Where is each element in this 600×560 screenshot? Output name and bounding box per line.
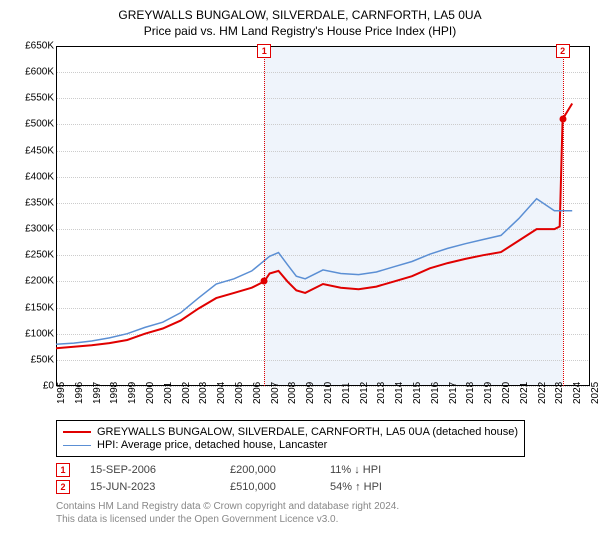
transaction-delta: 54% ↑ HPI [330,481,430,493]
x-tick-label: 2013 [376,382,387,404]
x-tick-label: 2018 [465,382,476,404]
y-tick-label: £600K [10,67,54,78]
x-tick-label: 2009 [305,382,316,404]
chart: £0 £50K £100K £150K £200K £250K £300K £350K £400… [10,46,590,416]
y-tick-label: £250K [10,250,54,261]
plot-area: 12 [56,46,590,386]
legend-item: GREYWALLS BUNGALOW, SILVERDALE, CARNFORT… [63,426,518,438]
x-tick-label: 2023 [554,382,565,404]
x-tick-label: 2014 [394,382,405,404]
footer-line-1: Contains HM Land Registry data © Crown c… [56,500,590,513]
chart-subtitle: Price paid vs. HM Land Registry's House … [0,22,600,38]
transaction-date: 15-JUN-2023 [90,481,230,493]
x-tick-label: 1999 [127,382,138,404]
x-tick-label: 2010 [323,382,334,404]
x-tick-label: 1995 [56,382,67,404]
transaction-price: £200,000 [230,464,330,476]
x-tick-label: 1997 [92,382,103,404]
footer: Contains HM Land Registry data © Crown c… [56,500,590,526]
x-tick-label: 2016 [430,382,441,404]
x-tick-label: 2022 [537,382,548,404]
x-tick-label: 2017 [448,382,459,404]
y-tick-label: £350K [10,197,54,208]
transaction-date: 15-SEP-2006 [90,464,230,476]
x-tick-label: 2024 [572,382,583,404]
x-tick-label: 2006 [252,382,263,404]
y-tick-label: £400K [10,171,54,182]
transaction-row: 1 15-SEP-2006£200,00011% ↓ HPI [56,463,590,477]
transactions-table: 1 15-SEP-2006£200,00011% ↓ HPI 2 15-JUN-202… [56,463,590,494]
transaction-vline [264,46,265,386]
x-tick-label: 2003 [198,382,209,404]
legend-label: GREYWALLS BUNGALOW, SILVERDALE, CARNFORT… [97,426,518,438]
y-tick-label: £0 [10,381,54,392]
transaction-marker-icon: 2 [56,480,70,494]
legend-area: GREYWALLS BUNGALOW, SILVERDALE, CARNFORT… [56,420,590,494]
x-tick-label: 2015 [412,382,423,404]
x-tick-label: 2011 [341,382,352,404]
x-tick-label: 2000 [145,382,156,404]
x-tick-label: 2012 [359,382,370,404]
x-tick-label: 2004 [216,382,227,404]
x-tick-label: 2007 [270,382,281,404]
y-tick-label: £500K [10,119,54,130]
transaction-row: 2 15-JUN-2023£510,00054% ↑ HPI [56,480,590,494]
transaction-delta: 11% ↓ HPI [330,464,430,476]
y-tick-label: £100K [10,328,54,339]
transaction-point [559,116,566,123]
y-tick-label: £650K [10,41,54,52]
y-tick-label: £150K [10,302,54,313]
transaction-price: £510,000 [230,481,330,493]
x-tick-label: 2025 [590,382,600,404]
legend-box: GREYWALLS BUNGALOW, SILVERDALE, CARNFORT… [56,420,525,457]
chart-title: GREYWALLS BUNGALOW, SILVERDALE, CARNFORT… [0,0,600,22]
x-tick-label: 2001 [163,382,174,404]
x-tick-label: 1998 [109,382,120,404]
y-tick-label: £550K [10,93,54,104]
legend-item: HPI: Average price, detached house, Lanc… [63,439,518,451]
x-axis: 1995199619971998199920002001200220032004… [56,386,590,416]
y-tick-label: £300K [10,224,54,235]
legend-label: HPI: Average price, detached house, Lanc… [97,439,327,451]
transaction-marker-icon: 1 [56,463,70,477]
series-property [56,104,572,349]
x-tick-label: 2005 [234,382,245,404]
y-axis: £0£50K£100K£150K£200K£250K£300K£350K£400… [10,46,56,386]
transaction-point [261,278,268,285]
series-hpi [56,199,572,345]
series-lines [56,46,590,386]
x-tick-label: 2002 [181,382,192,404]
y-tick-label: £450K [10,145,54,156]
footer-line-2: This data is licensed under the Open Gov… [56,513,590,526]
transaction-marker-1: 1 [257,44,271,58]
transaction-marker-2: 2 [556,44,570,58]
x-tick-label: 2021 [519,382,530,404]
x-tick-label: 2008 [287,382,298,404]
y-tick-label: £200K [10,276,54,287]
transaction-vline [563,46,564,386]
y-tick-label: £50K [10,354,54,365]
legend-swatch [63,445,91,446]
x-tick-label: 2020 [501,382,512,404]
x-tick-label: 1996 [74,382,85,404]
legend-swatch [63,431,91,433]
x-tick-label: 2019 [483,382,494,404]
